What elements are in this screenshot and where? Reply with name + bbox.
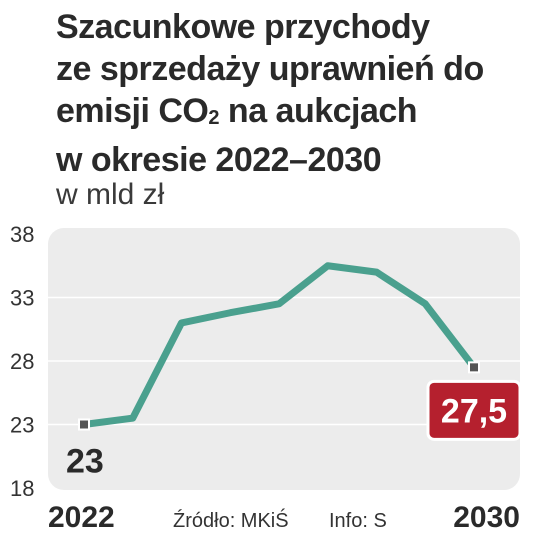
title-line-2: ze sprzedaży uprawnień do bbox=[56, 50, 484, 88]
y-tick-label: 33 bbox=[10, 286, 34, 311]
y-tick-label: 28 bbox=[10, 349, 34, 374]
title-line-4: w okresie 2022–2030 bbox=[56, 141, 382, 179]
chart-subtitle: w mld zł bbox=[56, 178, 165, 211]
plot-panel bbox=[48, 228, 520, 490]
y-axis: 18 23 28 33 38 bbox=[10, 222, 34, 501]
data-point-marker-fill bbox=[80, 420, 88, 429]
data-label-end: 27,5 bbox=[441, 392, 507, 430]
y-tick-label: 38 bbox=[10, 222, 34, 247]
x-tick-label-start: 2022 bbox=[48, 501, 115, 534]
source-note: Źródło: MKiŚ bbox=[173, 508, 289, 532]
data-label-end-box bbox=[426, 379, 522, 441]
x-tick-label-end: 2030 bbox=[453, 501, 520, 534]
y-tick-label: 23 bbox=[10, 413, 34, 438]
title-rest: na aukcjach bbox=[227, 92, 418, 130]
data-points bbox=[78, 361, 480, 431]
chart-title: Szacunkowe przychody ze sprzedaży uprawn… bbox=[56, 6, 526, 181]
title-subscript: 2 bbox=[208, 107, 219, 129]
title-line-1: Szacunkowe przychody bbox=[56, 8, 430, 46]
series-line bbox=[80, 262, 478, 428]
data-label-start: 23 bbox=[66, 443, 104, 481]
info-note: Info: S bbox=[329, 510, 387, 532]
data-point-marker-fill bbox=[470, 363, 478, 372]
y-tick-label: 18 bbox=[10, 476, 34, 501]
title-co: emisji CO bbox=[56, 92, 209, 130]
title-line-3: emisji CO2 na aukcjach bbox=[56, 90, 526, 139]
